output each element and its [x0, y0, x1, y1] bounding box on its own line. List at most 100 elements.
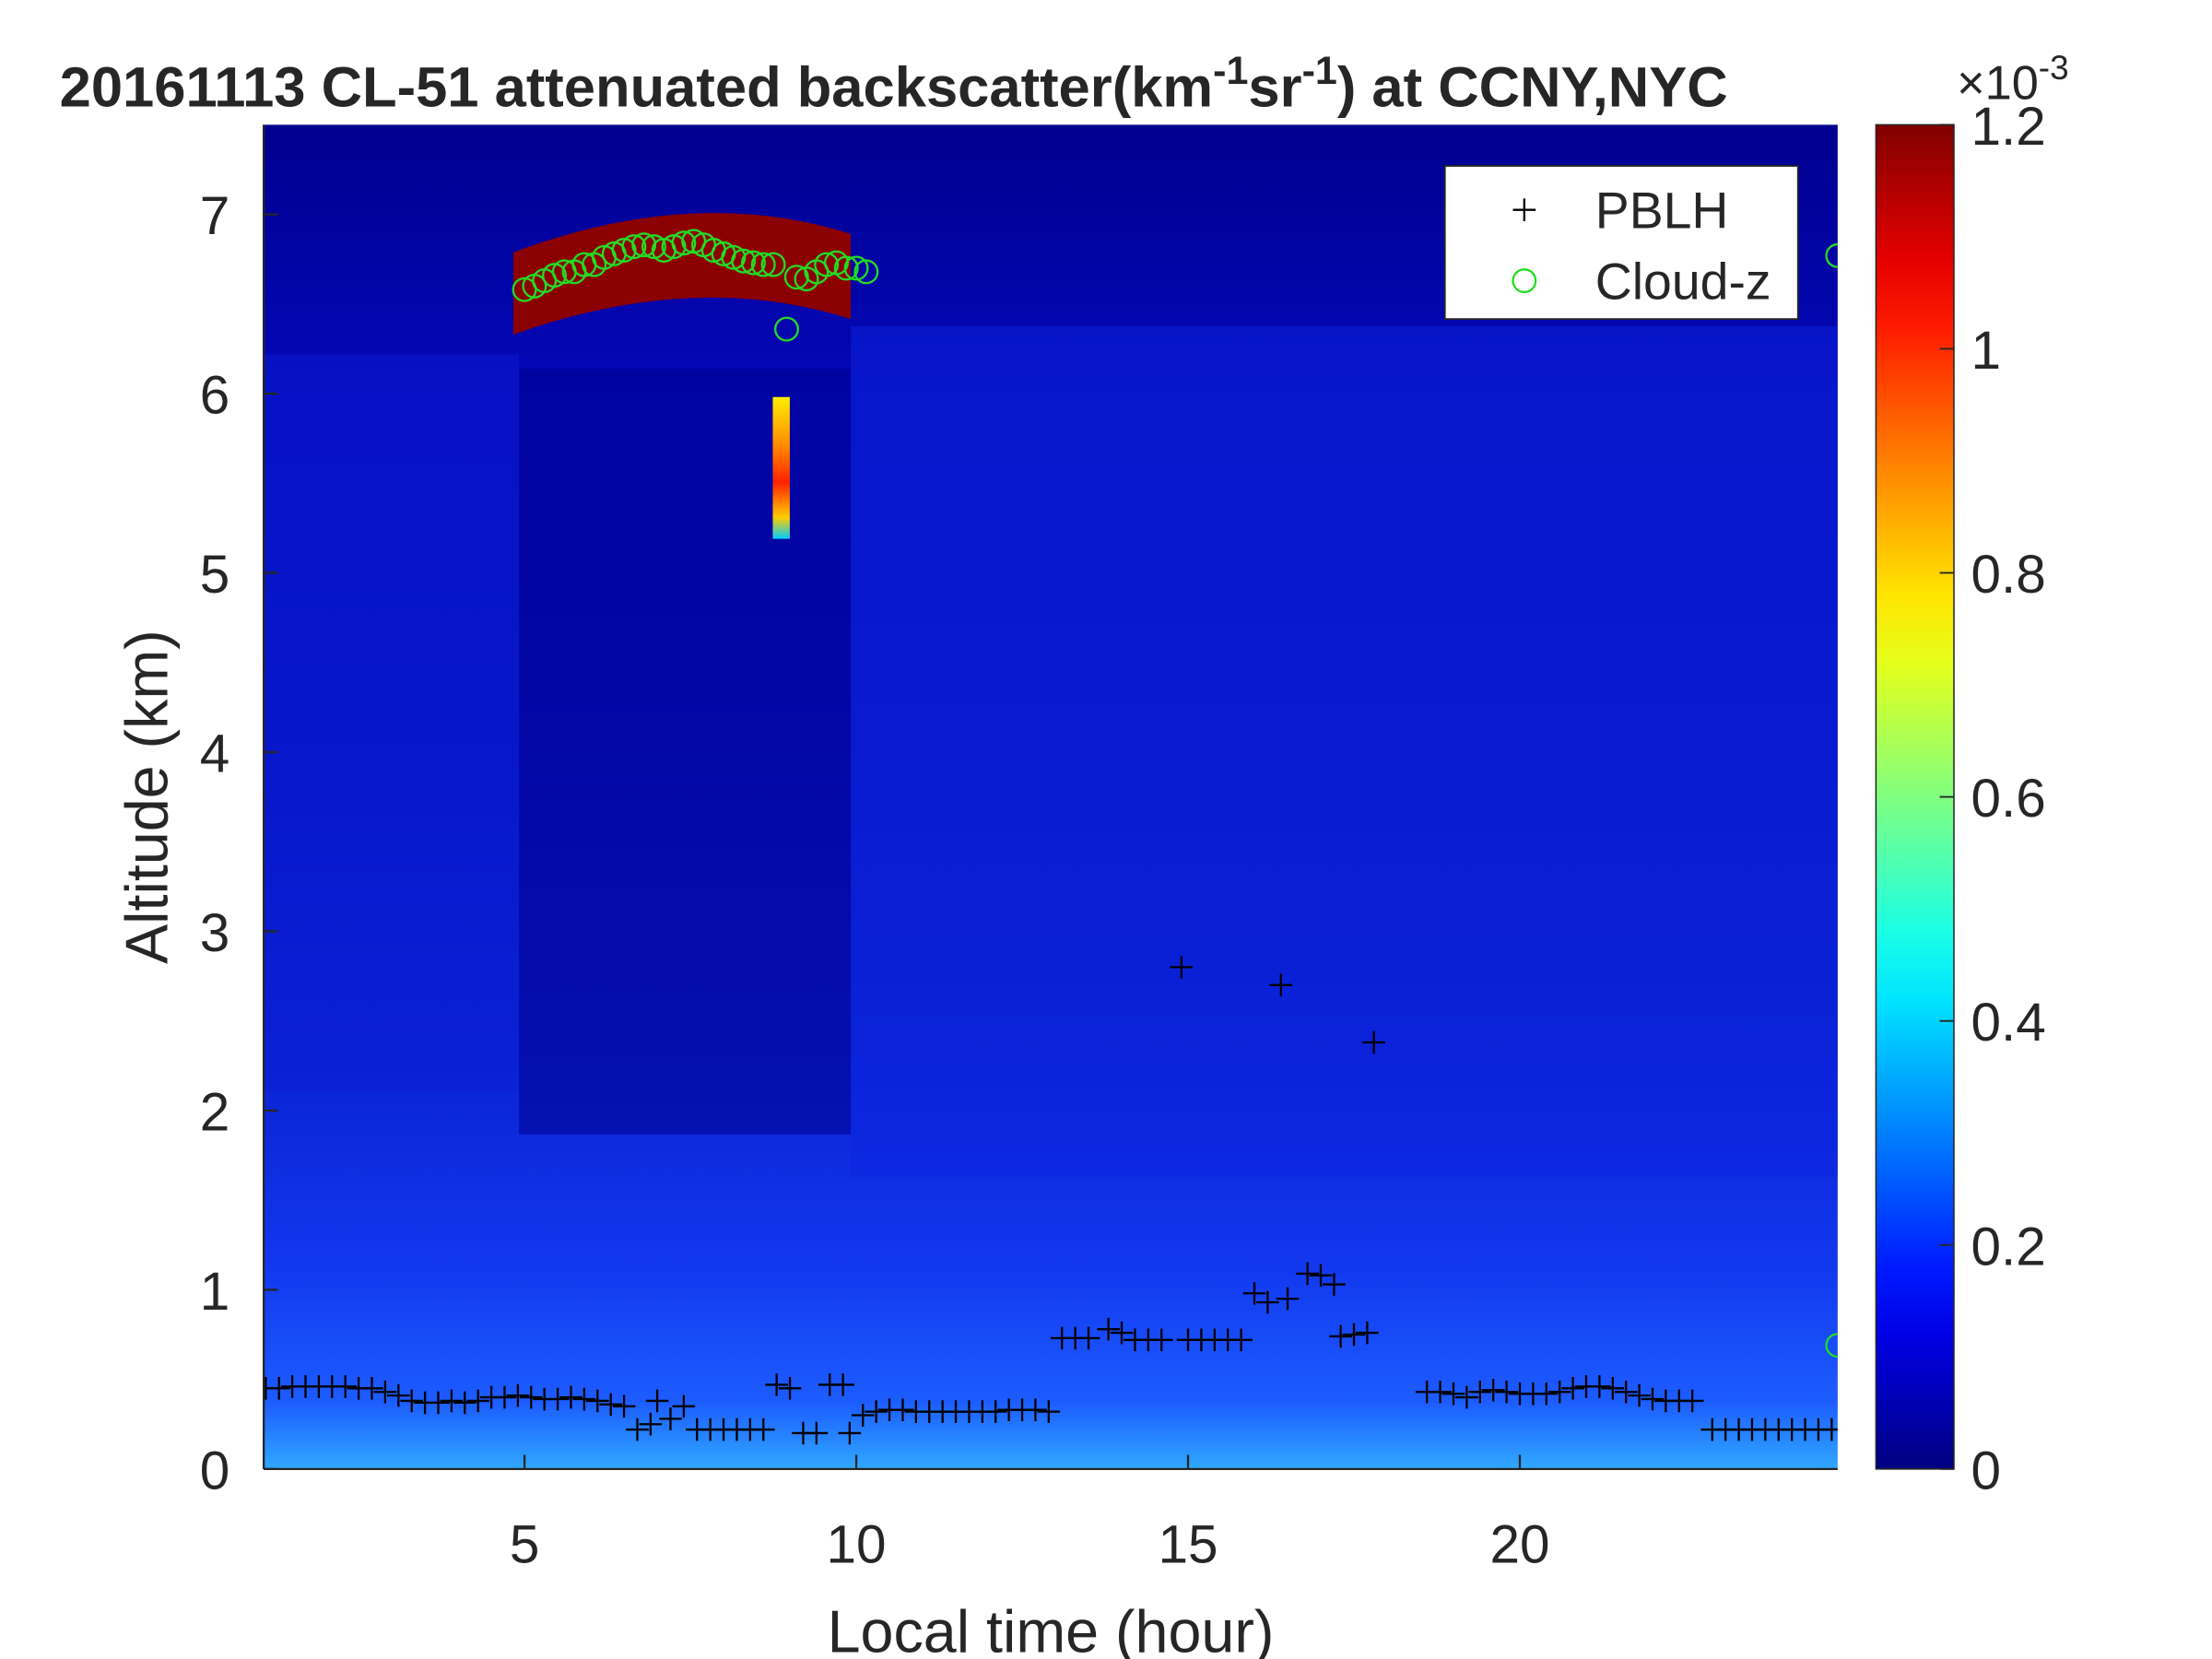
data-point	[267, 1377, 291, 1400]
legend-box	[1443, 165, 1799, 321]
data-point	[865, 1400, 888, 1423]
data-point	[1276, 1287, 1300, 1311]
data-point	[631, 232, 657, 258]
data-point	[1495, 1380, 1518, 1404]
data-point	[853, 259, 879, 285]
data-point	[440, 1389, 464, 1413]
colorbar-tick-label: 0.8	[1971, 545, 2045, 605]
data-point	[1481, 1378, 1505, 1402]
data-point	[334, 1375, 358, 1398]
colorbar-exponent: ×10-3	[1957, 49, 2069, 111]
colorbar-tick-label: 1	[1971, 321, 2001, 381]
markers	[264, 229, 1838, 1445]
data-point	[731, 248, 757, 274]
y-tick-label: 5	[200, 545, 230, 605]
data-point	[814, 252, 840, 277]
data-point	[360, 1377, 383, 1400]
data-point	[1256, 1290, 1279, 1314]
data-point	[1641, 1387, 1665, 1411]
data-point	[611, 238, 637, 263]
data-point	[1362, 1030, 1385, 1054]
data-point	[831, 1373, 854, 1396]
data-point	[639, 1412, 663, 1436]
data-point	[466, 1389, 490, 1413]
colorbar-tick-label: 0.4	[1971, 993, 2045, 1053]
data-point	[783, 265, 809, 290]
data-point	[1614, 1380, 1638, 1404]
title-superscript: -1	[1302, 49, 1337, 93]
data-point	[1242, 1281, 1266, 1305]
cloud-streak	[772, 396, 790, 539]
data-point	[427, 1391, 450, 1415]
data-point	[1230, 1328, 1253, 1352]
data-point	[572, 1387, 596, 1411]
data-point	[1628, 1383, 1651, 1407]
data-point	[1535, 1382, 1559, 1406]
y-axis-label: Altitude (km)	[114, 629, 181, 964]
data-point	[373, 1380, 397, 1404]
data-point	[672, 1394, 696, 1418]
data-point	[621, 234, 647, 260]
x-tick-label: 10	[827, 1514, 887, 1574]
data-point	[661, 234, 687, 260]
data-point	[1601, 1377, 1625, 1400]
data-point	[1356, 1321, 1379, 1345]
y-tick-label: 1	[200, 1262, 230, 1322]
heatmap	[264, 124, 1838, 1469]
data-point	[585, 1389, 609, 1413]
y-tick-label: 0	[200, 1441, 230, 1500]
data-point	[626, 1418, 649, 1441]
colorbar-tick-label: 0.2	[1971, 1217, 2045, 1277]
data-point	[983, 1400, 1007, 1423]
data-point	[1429, 1380, 1452, 1404]
data-point	[805, 1421, 829, 1445]
data-point	[1077, 1326, 1100, 1350]
data-point	[1097, 1317, 1120, 1341]
data-point	[659, 1407, 682, 1430]
data-point	[741, 250, 766, 276]
heatmap-shadow	[519, 369, 852, 1135]
data-point	[386, 1383, 410, 1407]
colorbar-tick-label: 0.6	[1971, 769, 2045, 829]
data-point	[851, 1404, 875, 1427]
data-point	[1680, 1389, 1704, 1413]
x-tick-label: 5	[510, 1514, 540, 1574]
data-point	[506, 1383, 530, 1407]
data-point	[1323, 1273, 1346, 1296]
colorbar-tick-label: 1.2	[1971, 97, 2045, 157]
title-text: ) at CCNY,NYC	[1337, 55, 1728, 119]
y-tick-label: 3	[200, 903, 230, 963]
data-point	[1309, 1264, 1333, 1288]
data-point	[721, 244, 747, 270]
data-point	[833, 255, 859, 281]
data-point	[765, 1373, 788, 1396]
data-point	[493, 1385, 516, 1409]
heatmap-haze	[851, 325, 1838, 1177]
data-point	[1149, 1328, 1173, 1352]
data-point	[1269, 973, 1293, 997]
data-point	[1561, 1377, 1584, 1400]
legend-symbol	[1512, 198, 1536, 221]
data-point	[612, 1394, 636, 1418]
legend-symbol	[1512, 268, 1537, 294]
data-point	[542, 263, 567, 288]
data-point	[1825, 1333, 1838, 1359]
data-point	[1170, 956, 1194, 979]
title-text: sr	[1248, 55, 1301, 119]
y-tick-label: 6	[200, 366, 230, 426]
data-point	[1820, 1418, 1838, 1441]
data-point	[1468, 1380, 1492, 1404]
data-point	[546, 1387, 570, 1411]
data-point	[1329, 1324, 1352, 1348]
x-tick-label: 20	[1489, 1514, 1549, 1574]
data-point	[760, 252, 786, 277]
data-point	[1037, 1400, 1061, 1423]
legend-label: PBLH	[1595, 182, 1729, 240]
data-point	[838, 1421, 862, 1445]
colorbar-exponent-power: -3	[2039, 49, 2069, 87]
data-point	[1825, 242, 1838, 268]
data-point	[1547, 1380, 1571, 1404]
title-superscript: -1	[1213, 49, 1248, 93]
